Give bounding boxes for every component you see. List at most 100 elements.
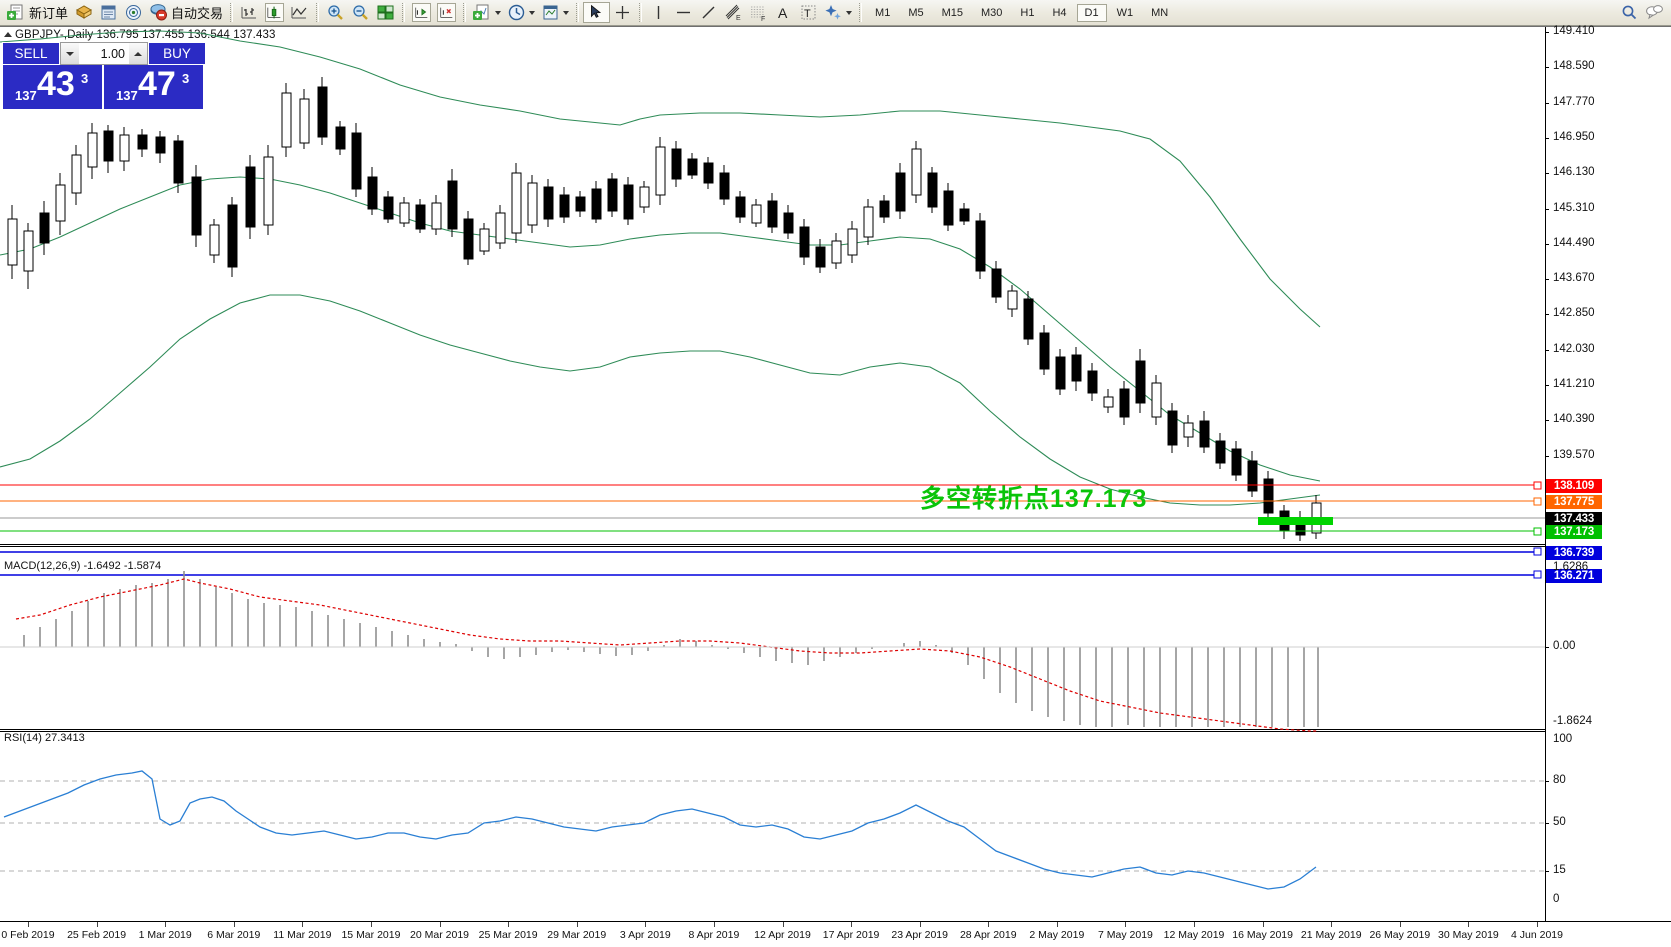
crosshair-icon <box>613 3 632 22</box>
volume-value[interactable]: 1.00 <box>79 43 129 64</box>
rsi-scale-0: 0 <box>1553 893 1560 905</box>
rsi-title: RSI(14) 27.3413 <box>4 732 85 744</box>
price-tick-label: 141.210 <box>1553 378 1595 390</box>
buy-button-label[interactable]: BUY <box>148 42 206 65</box>
timeframe-mn[interactable]: MN <box>1151 6 1169 19</box>
price-tick-label: 146.130 <box>1553 166 1595 179</box>
chart-area[interactable]: GBPJPY-,Daily 136.795 137.455 136.544 13… <box>0 25 1671 947</box>
price-level-tag[interactable]: 136.271 <box>1546 569 1602 583</box>
chart-canvas[interactable] <box>0 27 1545 921</box>
zoom-out-button[interactable] <box>348 2 373 24</box>
crosshair-button[interactable] <box>610 2 635 24</box>
toolbar-separator <box>230 3 234 22</box>
horizontal-line-button[interactable] <box>671 2 696 24</box>
search-button[interactable] <box>1617 2 1642 24</box>
price-level-tag[interactable]: 138.109 <box>1546 479 1602 493</box>
candle <box>799 219 810 265</box>
timeframe-m30[interactable]: M30 <box>981 6 1003 19</box>
line-chart-button[interactable] <box>287 2 312 24</box>
date-tick <box>1194 922 1196 927</box>
equidistant-channel-button[interactable]: E <box>721 2 746 24</box>
timeframe-h4[interactable]: H4 <box>1052 6 1067 19</box>
candle <box>607 173 618 217</box>
symbol-header-text: GBPJPY-,Daily 136.795 137.455 136.544 13… <box>15 29 276 41</box>
price-tick <box>1545 420 1549 422</box>
price-level-tag[interactable]: 137.173 <box>1546 525 1602 539</box>
timeframe-m5[interactable]: M5 <box>908 6 924 19</box>
date-tick-label: 0 Feb 2019 <box>1 929 55 941</box>
macd-histogram <box>23 571 1319 727</box>
volume-decrease-button[interactable] <box>61 43 79 64</box>
candle <box>655 137 666 205</box>
rsi-pane <box>0 770 1545 890</box>
candle <box>415 199 426 233</box>
data-window-button[interactable] <box>96 2 121 24</box>
timeframe-m1[interactable]: M1 <box>875 6 891 19</box>
bar-chart-button[interactable] <box>237 2 262 24</box>
price-level-tag[interactable]: 137.775 <box>1546 495 1602 509</box>
collapse-triangle-icon[interactable] <box>4 32 12 37</box>
price-tick-label: 143.670 <box>1553 272 1595 285</box>
timeframe-h1[interactable]: H1 <box>1020 6 1035 19</box>
date-axis[interactable]: 0 Feb 2019 25 Feb 2019 1 Mar 2019 6 Mar 201… <box>0 922 1671 947</box>
bollinger-middle <box>0 176 1321 482</box>
rsi-scale-50: 50 <box>1553 816 1566 828</box>
text-label-button[interactable]: T <box>796 2 821 24</box>
periods-button[interactable] <box>504 2 538 24</box>
volume-increase-button[interactable] <box>129 43 147 64</box>
macd-pane-top-border2 <box>0 546 1545 547</box>
price-axis-line <box>1545 27 1546 921</box>
date-tick <box>439 922 441 927</box>
date-tick-label: 6 Mar 2019 <box>207 929 261 941</box>
buy-price-box[interactable]: 137 47 3 <box>103 65 204 110</box>
vertical-line-button[interactable] <box>646 2 671 24</box>
navigator-button[interactable] <box>121 2 146 24</box>
timeframe-m15[interactable]: M15 <box>941 6 963 19</box>
new-order-button[interactable]: 新订单 <box>4 2 71 24</box>
trend-line-icon <box>699 3 718 22</box>
buy-price-prefix: 137 <box>116 88 138 103</box>
sell-button-label[interactable]: SELL <box>2 42 60 65</box>
shapes-button[interactable] <box>821 2 855 24</box>
candlestick-chart-button[interactable] <box>262 2 287 24</box>
candle <box>383 191 394 223</box>
sell-price-box[interactable]: 137 43 3 <box>2 65 103 110</box>
chart-shift-button[interactable] <box>409 2 434 24</box>
text-button[interactable]: A <box>771 2 796 24</box>
chevron-down-icon[interactable] <box>563 10 570 15</box>
autotrading-button[interactable]: 自动交易 <box>146 2 226 24</box>
auto-scroll-button[interactable] <box>434 2 459 24</box>
candle <box>245 155 256 239</box>
chevron-down-icon[interactable] <box>846 10 853 15</box>
price-level-tag[interactable]: 136.739 <box>1546 546 1602 560</box>
timeframe-w1[interactable]: W1 <box>1116 6 1134 19</box>
date-tick <box>1125 922 1127 927</box>
price-tick <box>1545 67 1549 69</box>
templates-button[interactable] <box>538 2 572 24</box>
candle <box>351 123 362 197</box>
price-level-tag[interactable]: 137.433 <box>1546 512 1602 526</box>
expert-advisors-button[interactable] <box>71 2 96 24</box>
zoom-in-button[interactable] <box>323 2 348 24</box>
candle <box>317 77 328 145</box>
buy-price-big: 47 <box>138 65 176 103</box>
chevron-down-icon[interactable] <box>495 10 502 15</box>
date-tick-label: 12 Apr 2019 <box>754 929 811 941</box>
one-click-trading-panel[interactable]: SELL 1.00 BUY 137 43 3 <box>2 42 206 110</box>
macd-pane-top-border <box>0 544 1545 545</box>
date-tick-label: 25 Mar 2019 <box>478 929 538 941</box>
cursor-button[interactable] <box>583 2 611 23</box>
date-tick-label: 7 May 2019 <box>1098 929 1153 941</box>
trend-line-button[interactable] <box>696 2 721 24</box>
candle <box>623 177 634 225</box>
fibonacci-retracement-button[interactable]: F <box>746 2 771 24</box>
rsi-tick-50 <box>1545 823 1549 824</box>
chevron-down-icon[interactable] <box>529 10 536 15</box>
tile-windows-button[interactable] <box>373 2 398 24</box>
chat-button[interactable] <box>1642 2 1667 24</box>
chevron-down-icon <box>66 51 74 56</box>
candle <box>895 163 906 219</box>
timeframe-d1[interactable]: D1 <box>1076 3 1107 22</box>
indicators-button[interactable] <box>470 2 504 24</box>
volume-stepper[interactable]: 1.00 <box>60 42 148 65</box>
